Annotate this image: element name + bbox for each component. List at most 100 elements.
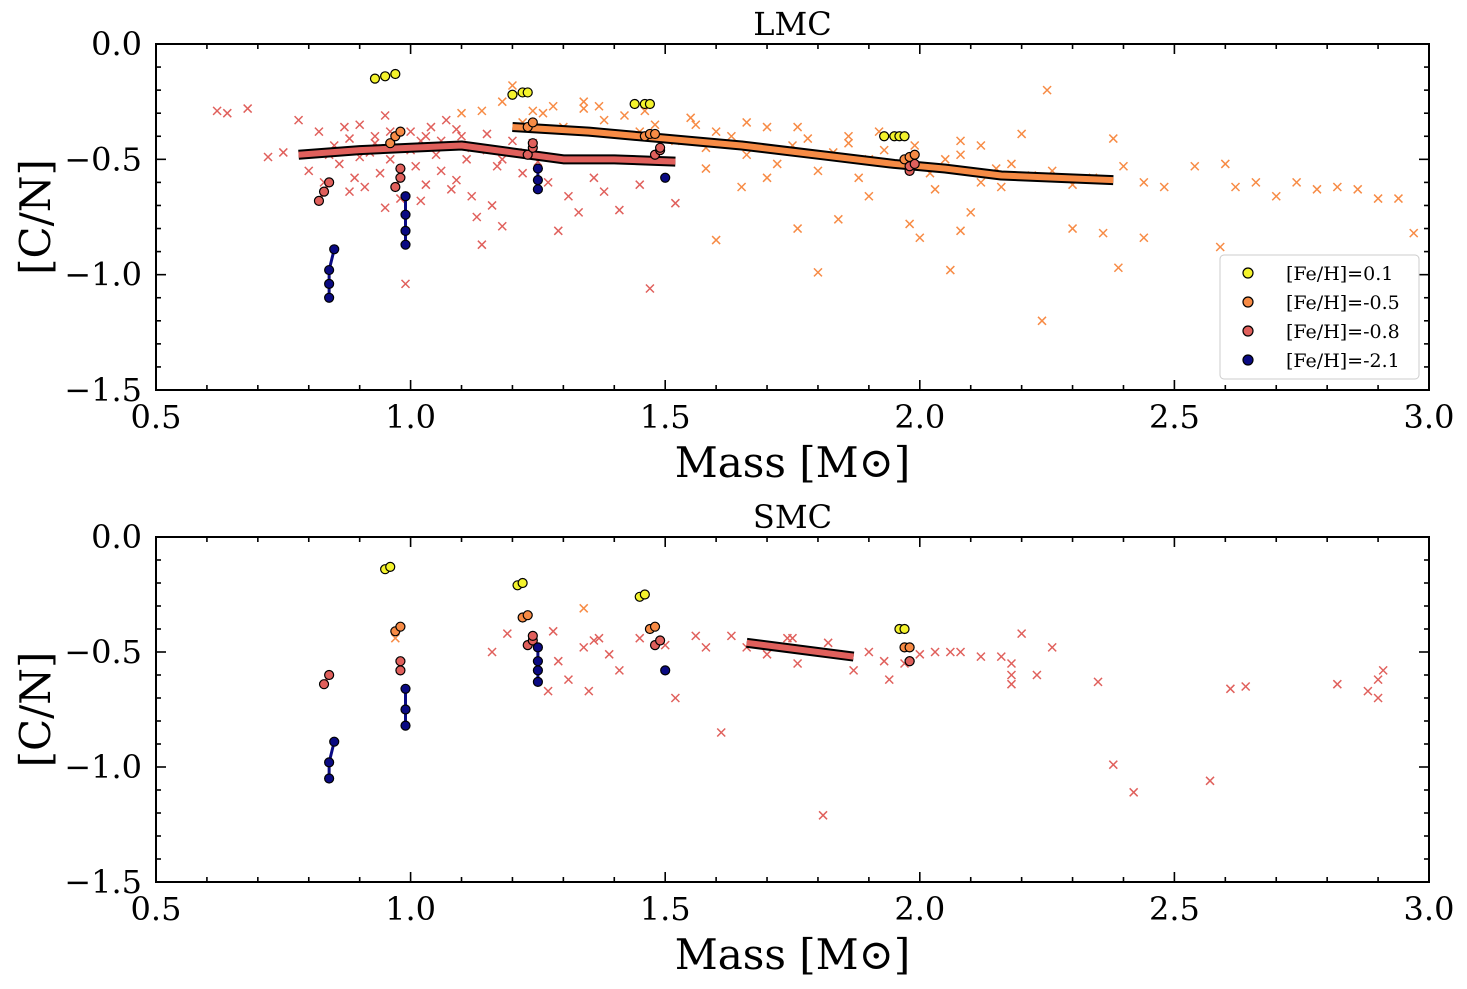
track-point: [390, 181, 401, 193]
cross-point: [843, 131, 854, 141]
x-tick-label: 1.5: [640, 398, 691, 436]
cross-point: [976, 140, 986, 151]
cross-point: [548, 101, 558, 111]
cross-point: [843, 138, 854, 148]
track-point: [532, 642, 544, 653]
track-point: [909, 149, 920, 160]
cross-point: [421, 180, 431, 190]
track-point: [660, 172, 671, 183]
cross-point: [589, 173, 599, 183]
cross-point: [833, 214, 843, 224]
cross-point: [1017, 129, 1027, 139]
track-series: [385, 117, 920, 165]
cross-point: [304, 166, 314, 176]
track-point: [660, 665, 671, 676]
cross-point: [594, 633, 604, 643]
track-point: [649, 128, 661, 140]
track-point: [324, 773, 335, 784]
cross-point: [1353, 184, 1363, 194]
track-series: [313, 138, 920, 206]
cross-point: [737, 182, 747, 192]
cross-point: [1006, 159, 1016, 169]
cross-point: [762, 173, 772, 183]
track-point: [532, 174, 544, 186]
cross-point: [711, 127, 721, 137]
track-point: [899, 131, 910, 142]
cross-point: [716, 727, 726, 738]
cross-point: [915, 233, 925, 243]
cross-point: [416, 196, 426, 206]
cross-point: [350, 173, 360, 183]
cross-series: [390, 603, 589, 643]
legend-label: [Fe/H]=-0.8: [1286, 321, 1400, 343]
cross-point: [670, 693, 680, 703]
track-point: [527, 138, 538, 149]
y-axis-label: [C/N]: [11, 159, 60, 275]
cross-point: [956, 136, 966, 146]
cross-point: [1393, 194, 1403, 204]
cross-point: [915, 649, 925, 659]
cross-point: [686, 113, 696, 123]
cross-point: [482, 129, 492, 139]
track-point: [644, 98, 656, 110]
cross-point: [431, 150, 441, 160]
cross-point: [375, 168, 385, 178]
cross-point: [543, 177, 553, 187]
chart-title: SMC: [753, 498, 832, 536]
track-point: [390, 68, 401, 80]
cross-point: [742, 117, 752, 127]
cross-point: [385, 154, 395, 164]
y-tick-label: −0.5: [64, 140, 142, 178]
cross-point: [589, 635, 599, 646]
cross-point: [1220, 159, 1230, 169]
cross-point: [1225, 684, 1235, 694]
track-point: [395, 126, 406, 137]
track-point: [522, 149, 533, 160]
cross-point: [818, 810, 828, 820]
track-point: [879, 131, 890, 142]
track-point: [385, 138, 396, 149]
cross-point: [579, 603, 589, 613]
track-point: [400, 720, 411, 731]
cross-point: [726, 631, 736, 641]
cross-point: [956, 150, 966, 160]
cross-point: [691, 631, 701, 641]
track-point: [324, 264, 335, 276]
legend-label: [Fe/H]=0.1: [1286, 263, 1393, 285]
cross-point: [462, 154, 472, 164]
x-tick-label: 2.5: [1149, 890, 1200, 928]
cross-point: [1251, 177, 1261, 187]
y-tick-label: −1.0: [64, 748, 142, 786]
cross-point: [278, 147, 288, 157]
y-tick-label: 0.0: [91, 518, 142, 556]
track-point: [517, 577, 528, 589]
cross-point: [650, 120, 660, 130]
cross-point: [507, 80, 517, 91]
cross-point: [548, 626, 558, 636]
track-point: [385, 561, 396, 573]
x-tick-label: 2.0: [894, 890, 945, 928]
cross-point: [594, 101, 604, 111]
cross-point: [579, 104, 589, 114]
x-tick-label: 1.0: [385, 890, 436, 928]
cross-point: [380, 203, 390, 213]
track-point: [400, 225, 411, 236]
cross-point: [421, 131, 431, 141]
cross-point: [1332, 182, 1342, 192]
cross-point: [772, 159, 782, 169]
cross-point: [701, 642, 711, 652]
cross-point: [579, 97, 589, 107]
track-series: [324, 642, 671, 784]
cross-point: [406, 127, 416, 137]
cross-point: [1068, 224, 1078, 234]
cross-point: [1373, 693, 1383, 703]
track-line: [327, 248, 336, 298]
cross-point: [477, 240, 487, 250]
cross-point: [487, 200, 497, 210]
cross-point: [854, 173, 864, 183]
track-point: [527, 117, 538, 128]
x-tick-label: 2.5: [1149, 398, 1200, 436]
y-tick-label: 0.0: [91, 25, 142, 63]
cross-point: [701, 164, 711, 174]
